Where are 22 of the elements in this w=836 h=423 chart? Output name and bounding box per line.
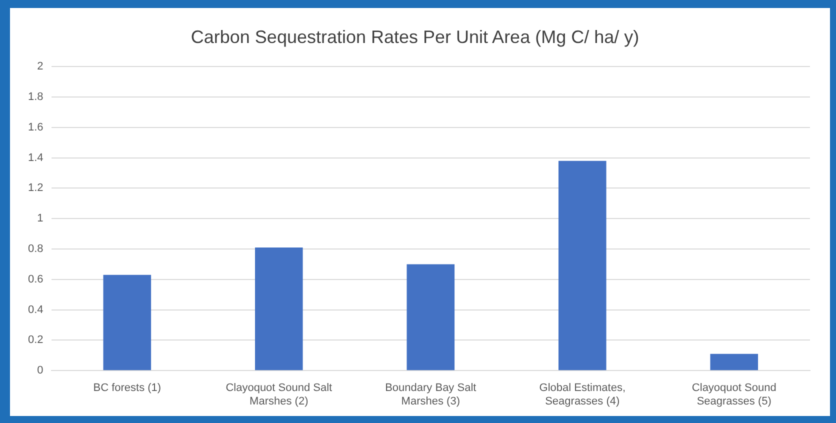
x-tick-label: Boundary Bay Salt Marshes (3) [385,382,476,408]
y-tick-label: 0.4 [28,304,44,316]
y-tick-label: 0.8 [28,243,44,256]
y-tick-label: 0.6 [28,273,44,286]
bar [103,274,152,370]
bar [406,264,455,370]
y-tick-label: 1 [37,212,44,225]
y-tick-label: 2 [37,60,44,73]
chart-title: Carbon Sequestration Rates Per Unit Area (Mg C/ ha/ y) [190,26,640,47]
x-tick-label: Clayoquot Sound Salt Marshes (2) [226,382,332,408]
bar [710,354,758,370]
y-tick-label: 0 [37,364,44,377]
y-tick-label: 1.4 [28,152,44,164]
bar [255,247,303,370]
x-tick-label: Global Estimates, Seagrasses (4) [539,382,626,408]
x-tick-label: BC forests (1) [93,382,162,394]
y-tick-label: 0.2 [28,334,44,346]
y-tick-label: 1.2 [28,182,44,194]
y-tick-label: 1.8 [28,91,44,104]
x-tick-label: Clayoquot Sound Seagrasses (5) [692,382,776,408]
y-tick-label: 1.6 [28,121,44,134]
bar [558,160,606,370]
